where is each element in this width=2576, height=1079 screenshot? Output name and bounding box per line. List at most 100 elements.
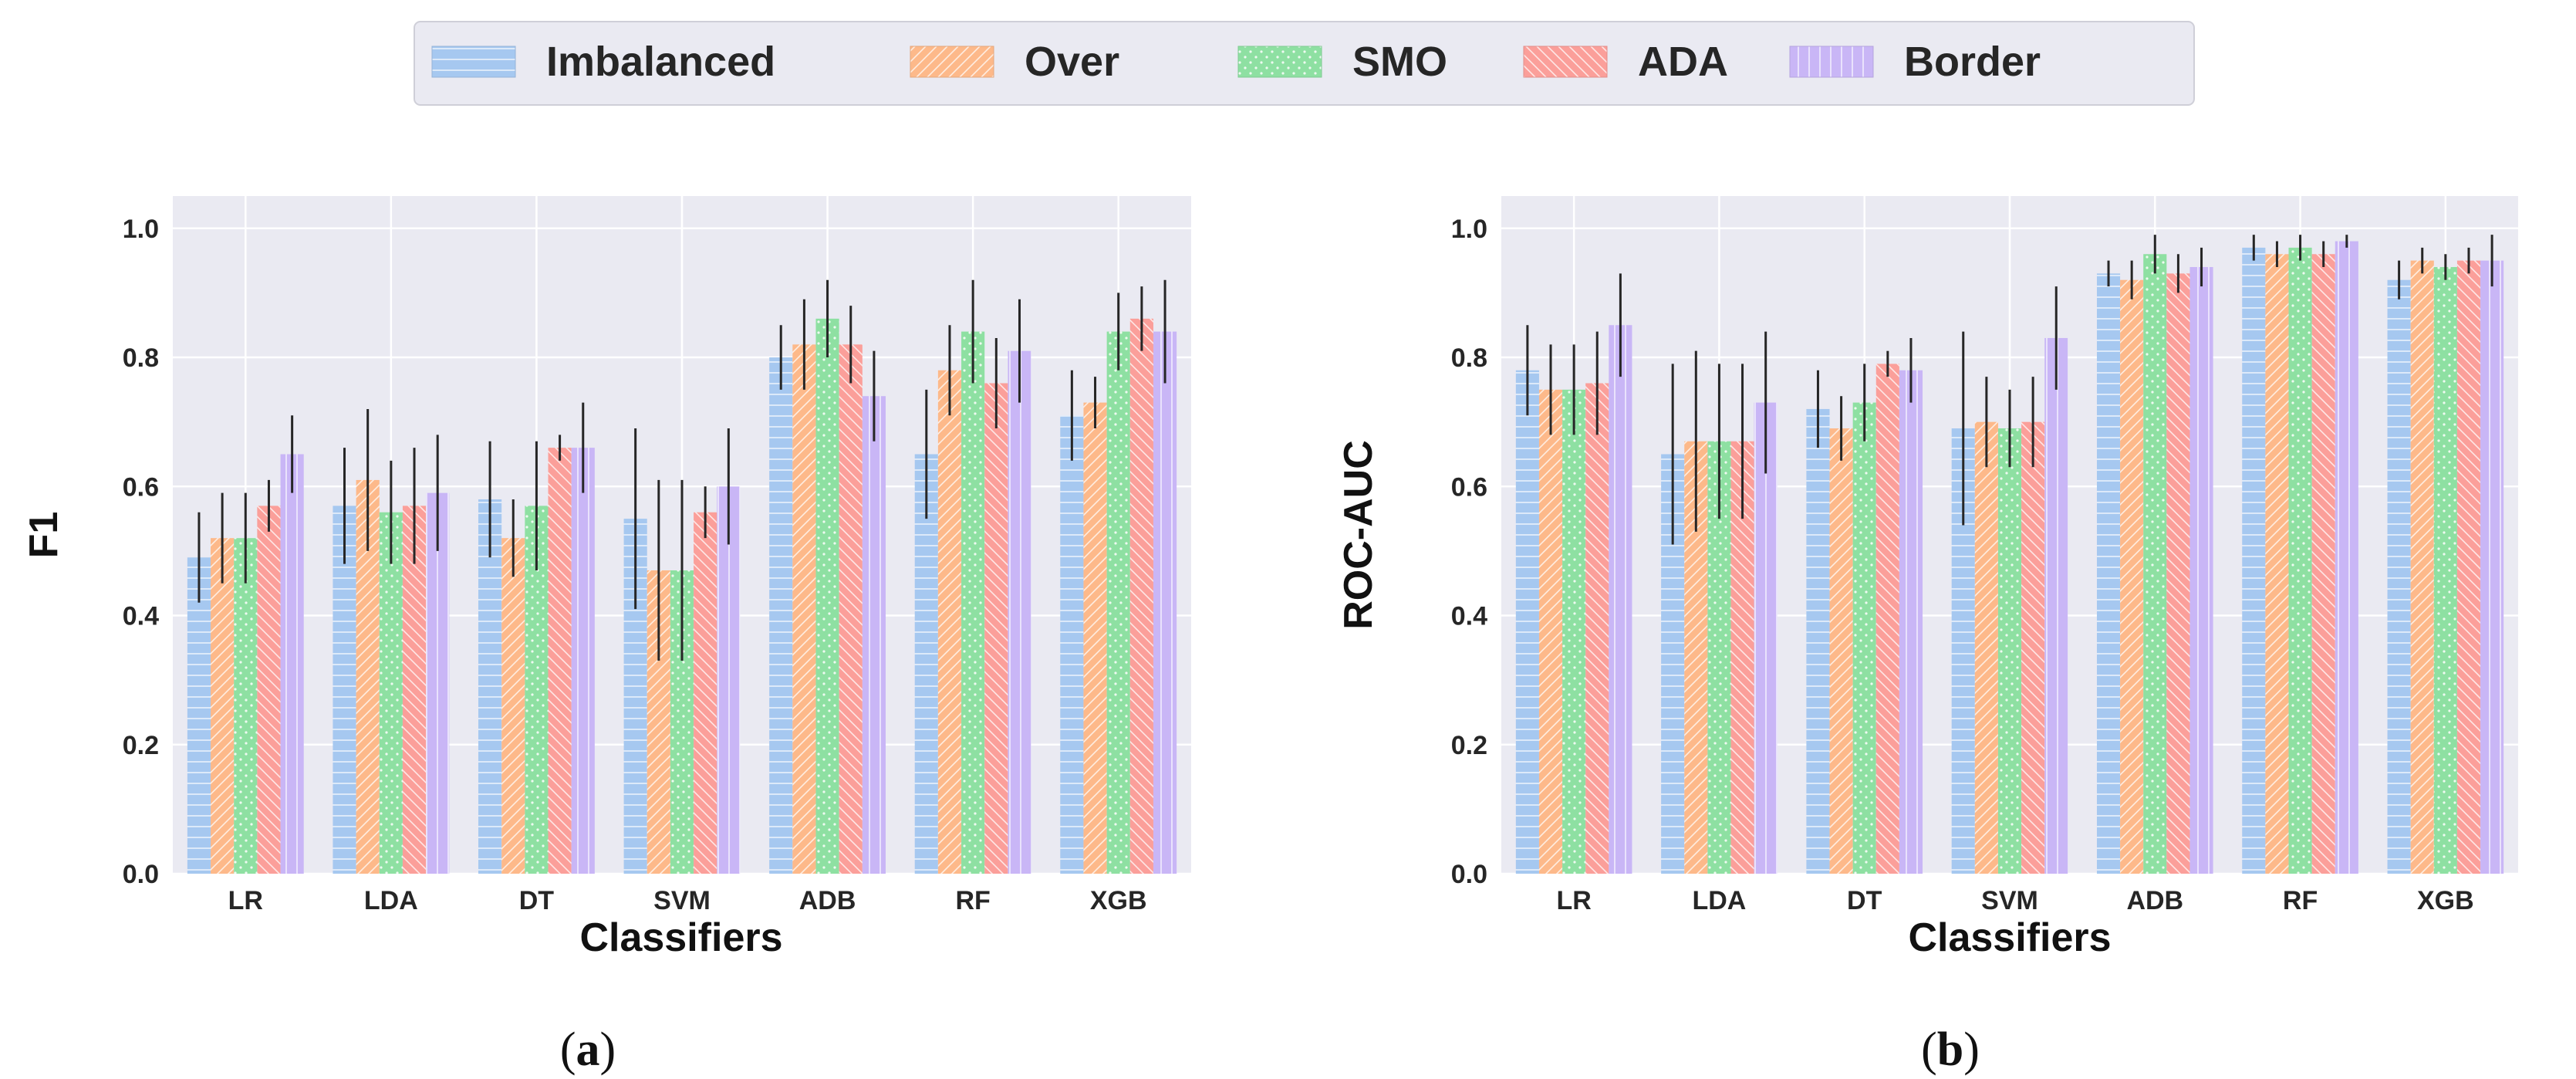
bar-border-adb <box>2189 266 2213 874</box>
y-tick-label: 0.6 <box>123 472 159 502</box>
x-tick-label: LR <box>1556 886 1591 915</box>
panel-a-f1-chart: 0.0 0.2 0.4 0.6 0.8 1.0 LR LDA DT SVM ADB RF XGB Clas… <box>22 196 1191 960</box>
legend-swatch-border <box>1789 46 1874 78</box>
legend-swatch-ada <box>1523 46 1608 78</box>
bar-ada-rf <box>984 383 1008 874</box>
bar-ada-lr <box>1585 383 1609 874</box>
y-tick-label: 0.6 <box>1451 472 1487 502</box>
bar-ada-rf <box>2311 254 2335 874</box>
bar-over-dt <box>1829 428 1853 874</box>
x-tick-label: LDA <box>1692 886 1746 915</box>
bar-over-xgb <box>2410 260 2434 874</box>
bar-over-lr <box>211 538 235 874</box>
bar-smo-xgb <box>2433 266 2457 874</box>
bar-imbalanced-lda <box>333 506 356 874</box>
y-tick-label: 0.4 <box>123 602 159 631</box>
bar-imbalanced-xgb <box>2387 279 2411 874</box>
bar-over-dt <box>501 538 525 874</box>
bar-imbalanced-rf <box>2242 247 2266 874</box>
bar-smo-adb <box>2143 254 2167 874</box>
bar-imbalanced-lr <box>187 557 211 874</box>
bar-imbalanced-adb <box>2096 273 2121 874</box>
legend-items: Imbalanced Over SMO ADA Border <box>431 39 2041 85</box>
y-tick-label: 1.0 <box>123 215 159 244</box>
x-tick-label: RF <box>955 886 990 915</box>
legend-label-smo: SMO <box>1352 39 1447 85</box>
panel-label-a: (a) <box>560 1023 616 1076</box>
legend-swatch-imbalanced <box>431 46 516 78</box>
bar-imbalanced-adb <box>769 357 793 874</box>
x-tick-label: ADB <box>799 886 856 915</box>
y-tick-label: 0.8 <box>1451 343 1487 373</box>
legend-label-over: Over <box>1025 39 1119 85</box>
y-tick-label: 0.2 <box>123 731 159 760</box>
bar-smo-rf <box>2288 247 2312 874</box>
y-tick-label: 0.2 <box>1451 731 1487 760</box>
x-tick-label: LDA <box>364 886 418 915</box>
bar-imbalanced-rf <box>914 454 938 874</box>
x-tick-label: LR <box>228 886 263 915</box>
bar-border-dt <box>571 448 595 874</box>
bar-ada-lda <box>402 506 427 874</box>
bar-border-adb <box>862 396 886 874</box>
x-tick-label: RF <box>2283 886 2318 915</box>
bar-border-lda <box>426 492 450 874</box>
panel-b-roc-auc-chart: 0.0 0.2 0.4 0.6 0.8 1.0 LR LDA DT SVM ADB RF XGB Clas… <box>1336 196 2518 960</box>
x-axis-title: Classifiers <box>1908 915 2111 960</box>
bar-ada-xgb <box>2456 260 2481 874</box>
legend-swatch-over <box>910 46 994 78</box>
x-tick-label: SVM <box>1981 886 2038 915</box>
bar-smo-rf <box>961 331 985 874</box>
bar-ada-xgb <box>1129 318 1153 874</box>
bar-border-lr <box>280 454 304 874</box>
bar-over-adb <box>2120 279 2144 874</box>
bar-border-rf <box>2335 241 2358 874</box>
x-tick-label: DT <box>1847 886 1882 915</box>
bar-smo-lr <box>234 538 258 874</box>
bar-over-rf <box>2265 254 2289 874</box>
x-tick-label: XGB <box>1090 886 1147 915</box>
y-tick-label: 0.4 <box>1451 602 1487 631</box>
x-tick-label: XGB <box>2417 886 2474 915</box>
y-axis-title: F1 <box>22 512 66 559</box>
bar-over-lr <box>1538 389 1563 874</box>
y-tick-label: 1.0 <box>1451 215 1487 244</box>
bar-imbalanced-dt <box>1806 408 1830 874</box>
bar-border-lr <box>1609 325 1632 874</box>
bar-ada-lr <box>257 506 281 874</box>
panel-label-b: (b) <box>1921 1023 1980 1076</box>
bar-smo-dt <box>1852 402 1876 874</box>
x-tick-label: DT <box>519 886 555 915</box>
bar-border-svm <box>717 486 741 874</box>
bar-ada-dt <box>548 448 572 874</box>
legend: Imbalanced Over SMO ADA Border <box>414 21 2195 106</box>
bar-imbalanced-xgb <box>1060 415 1084 874</box>
bar-ada-dt <box>1875 364 1899 874</box>
bar-smo-lda <box>379 512 403 874</box>
bar-imbalanced-dt <box>478 499 502 874</box>
x-tick-label: ADB <box>2126 886 2183 915</box>
bar-imbalanced-lr <box>1515 370 1539 874</box>
bar-over-svm <box>1974 421 1998 874</box>
bar-ada-adb <box>839 344 863 874</box>
bar-ada-svm <box>694 512 717 874</box>
bar-border-xgb <box>1153 331 1177 874</box>
bar-over-adb <box>792 344 816 874</box>
bar-border-rf <box>1008 350 1031 874</box>
legend-label-imbalanced: Imbalanced <box>546 39 775 85</box>
bar-border-xgb <box>2480 260 2504 874</box>
legend-label-ada: ADA <box>1638 39 1728 85</box>
bar-border-lda <box>1754 402 1778 874</box>
x-axis-title: Classifiers <box>579 915 782 960</box>
bar-smo-xgb <box>1106 331 1130 874</box>
bar-smo-svm <box>1997 428 2022 874</box>
bar-border-svm <box>2044 337 2068 874</box>
legend-label-border: Border <box>1904 39 2041 85</box>
bar-smo-lr <box>1562 389 1586 874</box>
y-tick-label: 0.0 <box>123 860 159 889</box>
bar-over-rf <box>937 370 962 874</box>
y-axis-title: ROC-AUC <box>1336 440 1381 630</box>
bar-smo-adb <box>815 318 839 874</box>
legend-swatch-smo <box>1237 46 1322 78</box>
